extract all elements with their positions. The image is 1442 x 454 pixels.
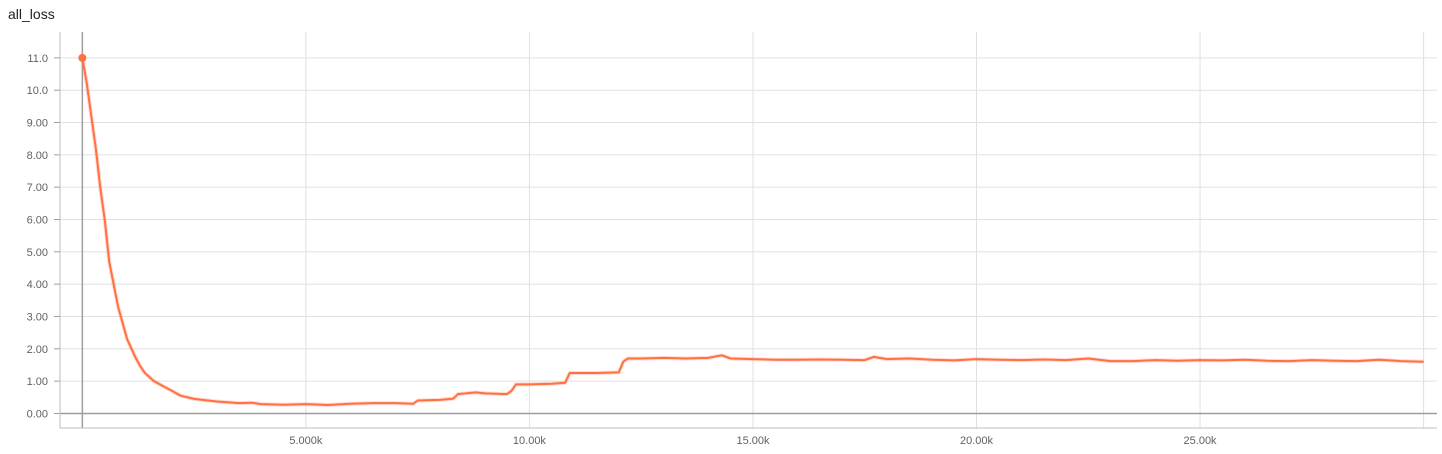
y-tick-label: 6.00 — [27, 214, 48, 226]
series-group[interactable] — [78, 54, 1423, 405]
axes — [54, 32, 1437, 428]
grid-lines — [60, 32, 1437, 428]
x-tick-label: 25.00k — [1184, 435, 1218, 447]
x-tick-label: 15.00k — [736, 435, 770, 447]
y-tick-label: 8.00 — [27, 150, 48, 162]
y-tick-label: 3.00 — [27, 311, 48, 323]
y-tick-label: 10.0 — [27, 85, 48, 97]
y-tick-label: 4.00 — [27, 279, 48, 291]
y-tick-labels: 0.00 1.00 2.00 3.00 4.00 5.00 6.00 7.00 8.00 9.00… — [27, 53, 48, 421]
x-tick-label: 10.00k — [513, 435, 547, 447]
y-tick-label: 1.00 — [27, 376, 48, 388]
y-tick-label: 0.00 — [27, 408, 48, 420]
x-tick-label: 5.000k — [289, 435, 323, 447]
x-tick-labels: 5.000k 10.00k 15.00k 20.00k 25.00k — [289, 435, 1217, 447]
y-tick-label: 5.00 — [27, 247, 48, 259]
y-tick-label: 11.0 — [27, 53, 48, 65]
x-tick-label: 20.00k — [960, 435, 994, 447]
series-start-marker[interactable] — [78, 54, 86, 62]
y-tick-label: 7.00 — [27, 182, 48, 194]
y-tick-label: 2.00 — [27, 344, 48, 356]
y-tick-label: 9.00 — [27, 118, 48, 130]
